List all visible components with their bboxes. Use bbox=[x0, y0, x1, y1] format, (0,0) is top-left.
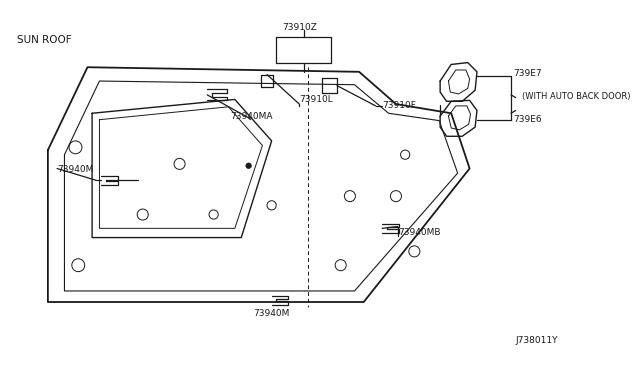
Text: 739E6: 739E6 bbox=[513, 115, 541, 124]
Text: 73940MB: 73940MB bbox=[398, 228, 440, 237]
Text: 73910Z: 73910Z bbox=[282, 23, 317, 32]
Text: 739E7: 739E7 bbox=[513, 69, 541, 78]
Text: 73940M: 73940M bbox=[57, 165, 93, 174]
Text: (WITH AUTO BACK DOOR): (WITH AUTO BACK DOOR) bbox=[522, 92, 630, 101]
Text: 73940MA: 73940MA bbox=[230, 112, 273, 121]
Text: SUN ROOF: SUN ROOF bbox=[17, 35, 71, 45]
Text: 73940M: 73940M bbox=[253, 308, 290, 318]
Text: 73910L: 73910L bbox=[300, 95, 333, 104]
Circle shape bbox=[246, 163, 252, 169]
Text: J738011Y: J738011Y bbox=[516, 336, 558, 345]
Text: 73910F: 73910F bbox=[382, 102, 416, 110]
